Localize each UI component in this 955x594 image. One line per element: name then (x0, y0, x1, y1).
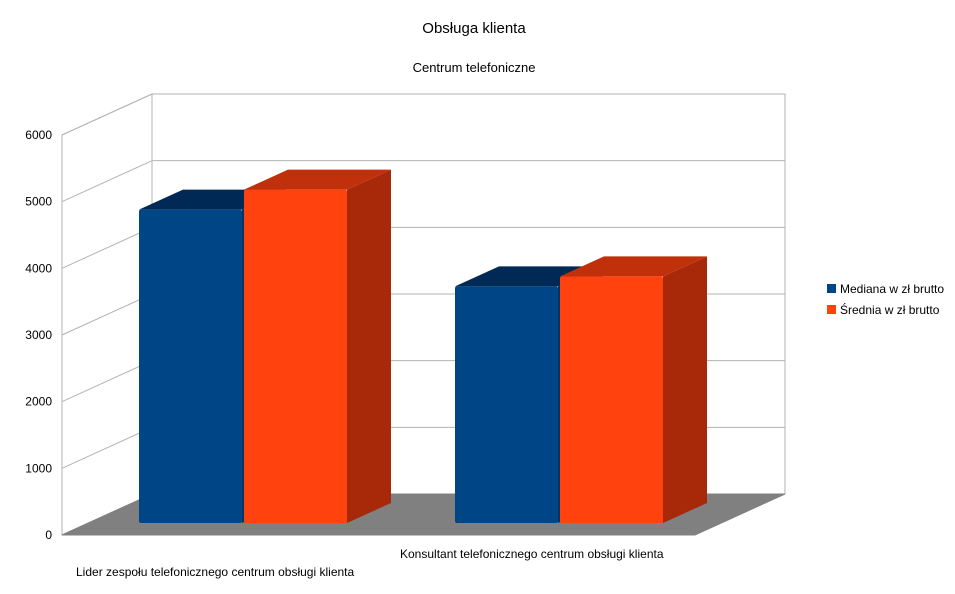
gridline-side (61, 226, 153, 269)
gridline-side (61, 293, 153, 336)
y-tick-label: 3000 (25, 328, 52, 342)
legend-swatch (827, 284, 836, 293)
legend-label: Średnia w zł brutto (840, 302, 940, 317)
y-tick-label: 5000 (25, 195, 52, 209)
chart-title: Obsługa klienta (422, 20, 526, 37)
bar-top (244, 169, 391, 190)
x-axis-labels: Lider zespołu telefonicznego centrum obs… (76, 547, 664, 579)
legend-swatch (827, 305, 836, 314)
chart-subtitle: Centrum telefoniczne (413, 60, 536, 75)
bar-side (347, 169, 391, 523)
bar (455, 286, 558, 523)
gridline-side (61, 160, 153, 203)
x-category-label: Konsultant telefonicznego centrum obsług… (400, 547, 664, 561)
gridline-side (61, 93, 153, 136)
x-category-label: Lider zespołu telefonicznego centrum obs… (76, 565, 354, 579)
bar-group (244, 169, 391, 523)
y-tick-label: 6000 (25, 128, 52, 142)
bars (139, 169, 707, 523)
legend-label: Mediana w zł brutto (840, 282, 944, 296)
y-tick-label: 0 (45, 528, 52, 542)
y-tick-label: 4000 (25, 261, 52, 275)
bar-top (560, 256, 707, 277)
gridline-side (61, 360, 153, 403)
gridline-side (61, 426, 153, 469)
y-tick-label: 2000 (25, 395, 52, 409)
bar (244, 189, 347, 523)
bar-group (560, 256, 707, 523)
y-axis-ticks: 0 1000 2000 3000 4000 5000 6000 (25, 128, 52, 542)
bar (560, 276, 663, 523)
legend: Mediana w zł brutto Średnia w zł brutto (827, 282, 944, 317)
y-tick-label: 1000 (25, 461, 52, 475)
bar (139, 209, 242, 523)
bar-side (663, 256, 707, 523)
